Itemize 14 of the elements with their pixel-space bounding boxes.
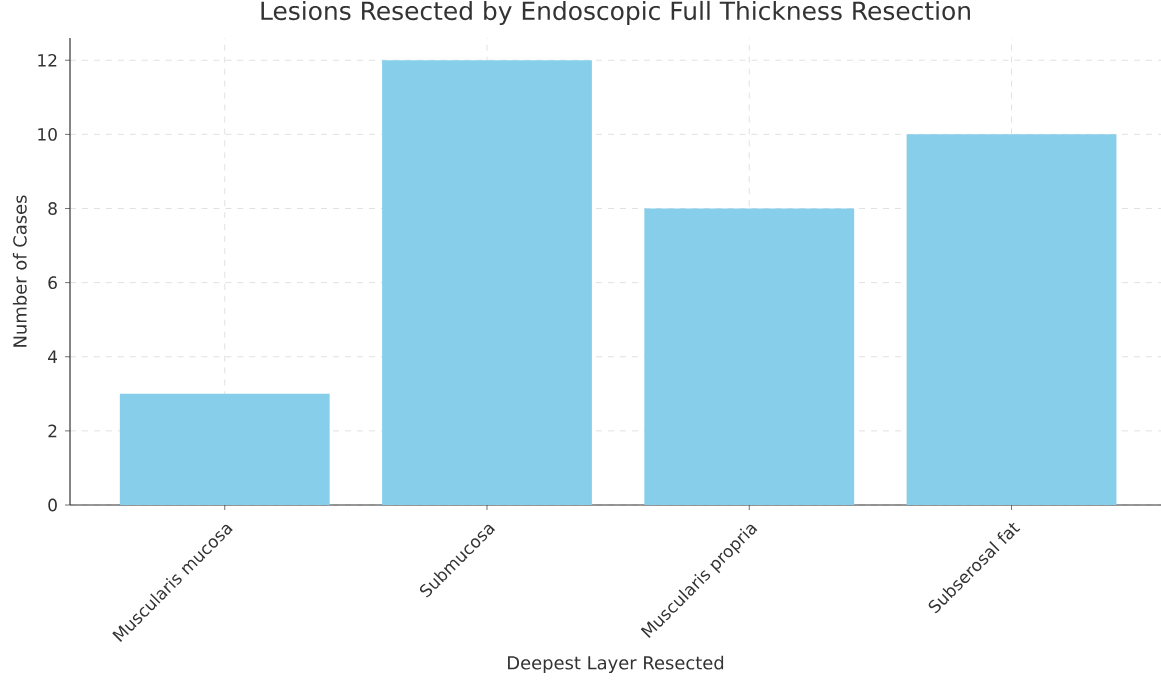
y-tick-label: 12 [38,53,57,67]
y-tick-label: 2 [48,424,57,438]
bar [906,134,1117,505]
bar [382,60,592,505]
y-tick-label: 6 [48,276,57,290]
y-axis-title: Number of Cases [12,195,27,347]
y-tick-label: 0 [48,498,57,512]
chart-title: Lesions Resected by Endoscopic Full Thickness Resection [261,0,970,26]
y-tick-label: 8 [48,202,57,215]
bar [644,208,855,505]
bar [119,393,330,505]
y-tick-label: 10 [38,127,57,141]
y-tick-label: 4 [48,350,58,363]
x-axis-title: Deepest Layer Resected [508,655,724,674]
